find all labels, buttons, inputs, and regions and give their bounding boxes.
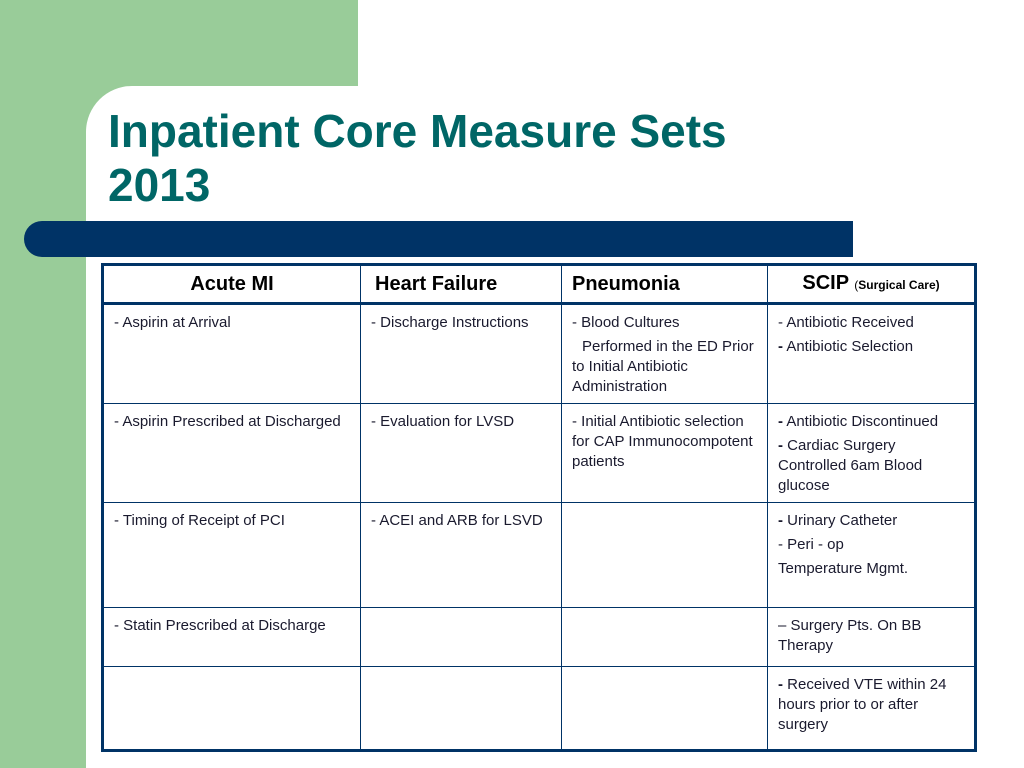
cell-scip: – Surgery Pts. On BB Therapy	[767, 607, 976, 667]
cell-scip-line-2: - Cardiac Surgery Controlled 6am Blood g…	[778, 436, 964, 496]
header-scip-sub: Surgical Care)	[858, 278, 940, 292]
cell-pneumonia	[561, 502, 768, 608]
header-acute-mi: Acute MI	[102, 264, 361, 305]
cell-acute-mi: - Timing of Receipt of PCI	[102, 502, 361, 608]
cell-pneumonia: - Blood Cultures Performed in the ED Pri…	[561, 303, 768, 404]
table-row: - Received VTE within 24 hours prior to …	[102, 666, 976, 751]
header-scip-sub-open: (	[854, 278, 859, 292]
title-line-2: 2013	[108, 159, 211, 211]
cell-scip: - Antibiotic Discontinued - Cardiac Surg…	[767, 403, 976, 503]
cell-scip-line-2-text: Antibiotic Selection	[783, 338, 914, 355]
cell-scip-text: Received VTE within 24 hours prior to or…	[778, 676, 947, 733]
table-row: - Timing of Receipt of PCI - ACEI and AR…	[102, 502, 976, 608]
table-row: - Aspirin at Arrival - Discharge Instruc…	[102, 303, 976, 404]
cell-scip-line-1: - Urinary Catheter	[778, 511, 964, 531]
cell-acute-mi: - Aspirin at Arrival	[102, 303, 361, 404]
core-measures-table: Acute MI Heart Failure Pneumonia SCIP (S…	[101, 263, 977, 752]
table-row: - Aspirin Prescribed at Discharged - Eva…	[102, 403, 976, 503]
cell-scip-line-1-dash: -	[778, 512, 783, 529]
cell-heart-failure	[360, 666, 562, 751]
header-heart-failure: Heart Failure	[360, 264, 562, 305]
cell-scip: - Received VTE within 24 hours prior to …	[767, 666, 976, 751]
title-line-1: Inpatient Core Measure Sets	[108, 105, 727, 157]
cell-heart-failure	[360, 607, 562, 667]
cell-scip-line-2-text: Cardiac Surgery Controlled 6am Blood glu…	[778, 437, 923, 494]
cell-acute-mi: - Aspirin Prescribed at Discharged	[102, 403, 361, 503]
header-scip: SCIP (Surgical Care)	[767, 264, 976, 305]
cell-scip: - Urinary Catheter - Peri - op Temperatu…	[767, 502, 976, 608]
cell-scip-line-1-text: Urinary Catheter	[783, 512, 898, 529]
cell-scip-line-2-dash: -	[778, 437, 783, 454]
cell-scip-line-2-dash: -	[778, 338, 783, 355]
cell-scip-line-1: - Antibiotic Discontinued	[778, 412, 964, 432]
cell-acute-mi	[102, 666, 361, 751]
cell-heart-failure: - Discharge Instructions	[360, 303, 562, 404]
cell-pneumonia: - Initial Antibiotic selection for CAP I…	[561, 403, 768, 503]
cell-heart-failure: - Evaluation for LVSD	[360, 403, 562, 503]
cell-pneumonia-line-1: - Blood Cultures	[572, 314, 680, 331]
cell-heart-failure: - ACEI and ARB for LSVD	[360, 502, 562, 608]
slide-title: Inpatient Core Measure Sets 2013	[108, 104, 928, 212]
cell-scip-line-1-dash: -	[778, 413, 783, 430]
cell-scip-dash: -	[778, 676, 783, 693]
title-underline-bar	[24, 221, 853, 257]
cell-scip-line-2: - Antibiotic Selection	[778, 337, 964, 357]
header-scip-label: SCIP	[802, 272, 849, 294]
cell-pneumonia-line-2: Performed in the ED Prior to Initial Ant…	[572, 338, 754, 395]
table-row: - Statin Prescribed at Discharge – Surge…	[102, 607, 976, 667]
table-header-row: Acute MI Heart Failure Pneumonia SCIP (S…	[102, 264, 976, 305]
cell-acute-mi: - Statin Prescribed at Discharge	[102, 607, 361, 667]
cell-scip-line-2: - Peri - op	[778, 536, 844, 553]
cell-scip-line-1-text: Antibiotic Discontinued	[783, 413, 939, 430]
cell-scip: - Antibiotic Received - Antibiotic Selec…	[767, 303, 976, 404]
cell-scip-line-1: - Antibiotic Received	[778, 314, 914, 331]
cell-scip-line-3: Temperature Mgmt.	[778, 560, 909, 577]
cell-pneumonia	[561, 666, 768, 751]
header-pneumonia: Pneumonia	[561, 264, 768, 305]
cell-pneumonia	[561, 607, 768, 667]
